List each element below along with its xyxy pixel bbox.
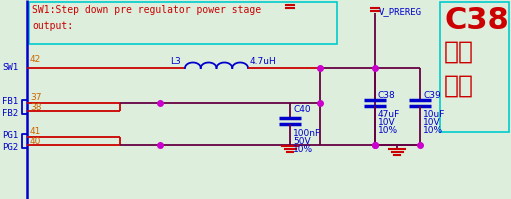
- Text: 41: 41: [30, 127, 41, 136]
- Text: 10uF: 10uF: [423, 110, 446, 119]
- Text: 10%: 10%: [378, 126, 398, 135]
- Text: C38: C38: [378, 92, 396, 100]
- Text: 42: 42: [30, 56, 41, 64]
- Text: 38: 38: [30, 103, 41, 112]
- Text: 47uF: 47uF: [378, 110, 400, 119]
- Text: C38: C38: [444, 6, 509, 35]
- Text: SW1: SW1: [2, 63, 18, 72]
- Text: 电容: 电容: [444, 74, 474, 98]
- Text: 100nF: 100nF: [293, 129, 321, 138]
- Text: C39: C39: [423, 92, 441, 100]
- Text: 输出: 输出: [444, 40, 474, 64]
- Text: 10%: 10%: [423, 126, 443, 135]
- Text: 50V: 50V: [293, 137, 311, 146]
- Text: FB2: FB2: [2, 108, 18, 117]
- Text: 10V: 10V: [378, 118, 396, 127]
- Text: SW1:Step down pre regulator power stage
output:: SW1:Step down pre regulator power stage …: [32, 5, 261, 31]
- Text: PG1: PG1: [2, 131, 18, 139]
- Text: 4.7uH: 4.7uH: [250, 57, 277, 65]
- Text: 10V: 10V: [423, 118, 440, 127]
- Text: V_PREREG: V_PREREG: [379, 8, 422, 17]
- Text: 10%: 10%: [293, 145, 313, 154]
- Text: 40: 40: [30, 138, 41, 146]
- Text: C40: C40: [293, 104, 311, 113]
- Text: 37: 37: [30, 93, 41, 101]
- Text: PG2: PG2: [2, 142, 18, 151]
- Text: FB1: FB1: [2, 97, 18, 105]
- Text: L3: L3: [170, 57, 181, 65]
